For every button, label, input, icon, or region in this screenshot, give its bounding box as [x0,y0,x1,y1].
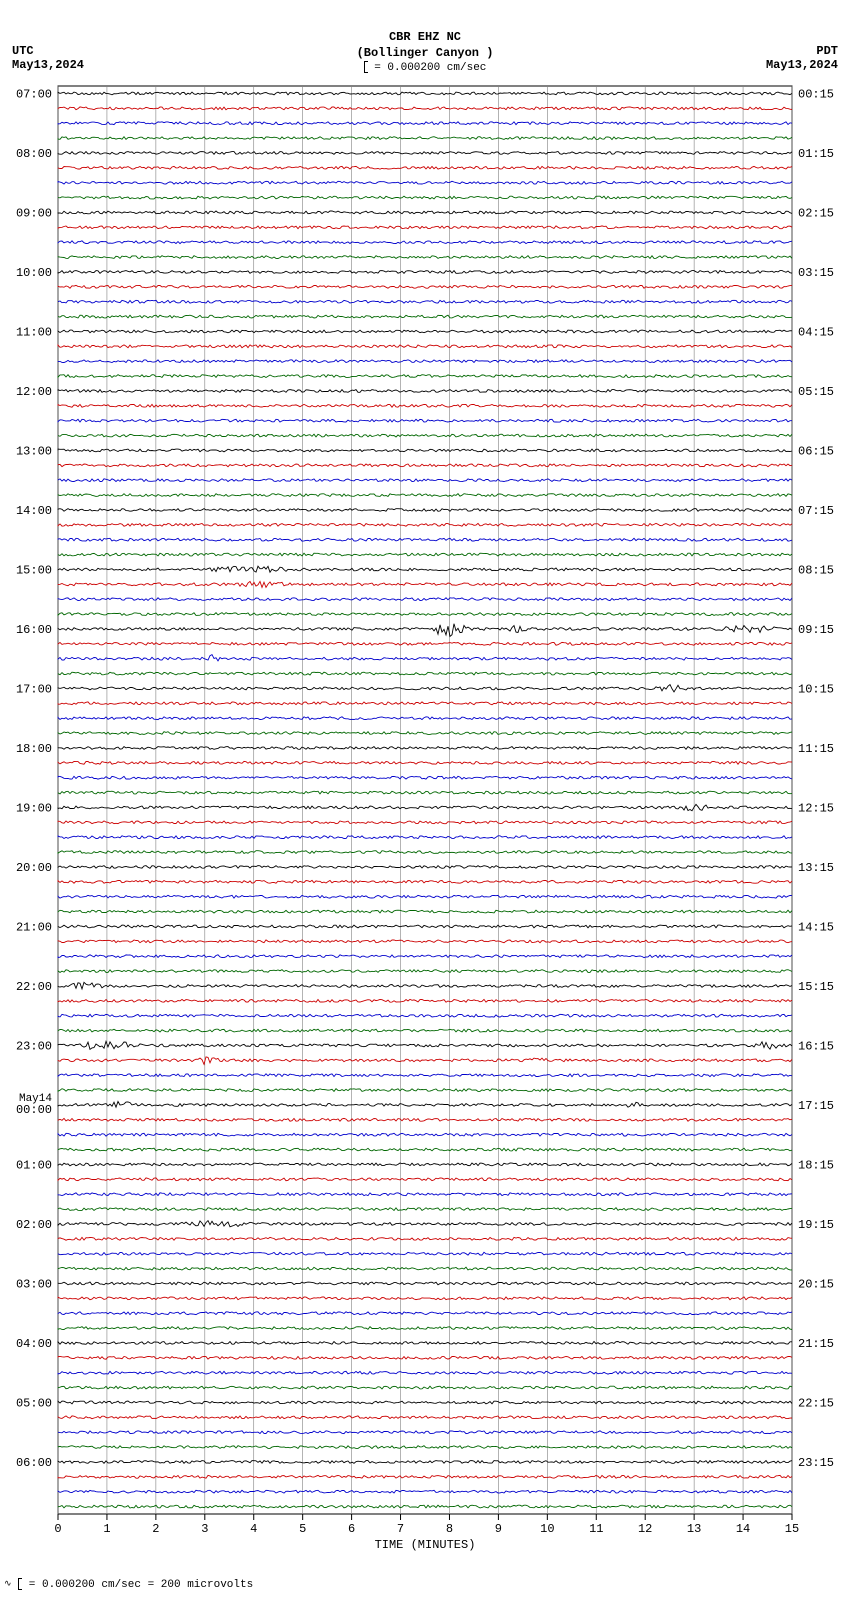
svg-text:2: 2 [152,1522,159,1536]
svg-text:5: 5 [299,1522,306,1536]
svg-text:04:15: 04:15 [798,325,834,339]
svg-text:03:15: 03:15 [798,266,834,280]
svg-text:14:00: 14:00 [16,504,52,518]
svg-text:21:15: 21:15 [798,1337,834,1351]
svg-text:11: 11 [589,1522,603,1536]
svg-text:21:00: 21:00 [16,920,52,934]
svg-text:01:00: 01:00 [16,1158,52,1172]
svg-text:07:15: 07:15 [798,504,834,518]
right-date-label: May13,2024 [766,58,838,72]
svg-text:18:00: 18:00 [16,742,52,756]
svg-text:20:00: 20:00 [16,861,52,875]
svg-text:9: 9 [495,1522,502,1536]
seismogram-plot: 0123456789101112131415TIME (MINUTES)07:0… [0,80,850,1560]
scale-text: = 0.000200 cm/sec [374,62,486,74]
station-code: CBR EHZ NC [0,30,850,46]
svg-text:13:00: 13:00 [16,444,52,458]
svg-text:23:15: 23:15 [798,1456,834,1470]
svg-text:19:15: 19:15 [798,1218,834,1232]
footer-scale-text: = 0.000200 cm/sec = 200 microvolts [29,1579,253,1591]
svg-text:6: 6 [348,1522,355,1536]
right-tz-label: PDT [766,44,838,58]
svg-text:12: 12 [638,1522,652,1536]
svg-text:09:00: 09:00 [16,206,52,220]
svg-text:00:15: 00:15 [798,87,834,101]
svg-text:7: 7 [397,1522,404,1536]
svg-text:23:00: 23:00 [16,1039,52,1053]
svg-text:00:00: 00:00 [16,1103,52,1117]
svg-text:1: 1 [103,1522,110,1536]
svg-text:15:00: 15:00 [16,563,52,577]
svg-text:07:00: 07:00 [16,87,52,101]
header: UTC May13,2024 CBR EHZ NC (Bollinger Can… [0,0,850,80]
svg-text:06:15: 06:15 [798,444,834,458]
svg-text:05:00: 05:00 [16,1396,52,1410]
svg-text:02:00: 02:00 [16,1218,52,1232]
svg-text:03:00: 03:00 [16,1277,52,1291]
svg-text:19:00: 19:00 [16,801,52,815]
seismogram-svg: 0123456789101112131415TIME (MINUTES)07:0… [0,80,850,1560]
svg-text:10:00: 10:00 [16,266,52,280]
svg-text:12:00: 12:00 [16,385,52,399]
footer: ∿ = 0.000200 cm/sec = 200 microvolts [0,1560,850,1591]
svg-text:10:15: 10:15 [798,682,834,696]
svg-text:8: 8 [446,1522,453,1536]
svg-text:15:15: 15:15 [798,980,834,994]
svg-text:17:00: 17:00 [16,682,52,696]
svg-text:15: 15 [785,1522,799,1536]
svg-text:01:15: 01:15 [798,147,834,161]
svg-text:TIME (MINUTES): TIME (MINUTES) [375,1538,476,1552]
svg-text:22:00: 22:00 [16,980,52,994]
svg-text:09:15: 09:15 [798,623,834,637]
svg-text:05:15: 05:15 [798,385,834,399]
svg-text:16:00: 16:00 [16,623,52,637]
svg-text:17:15: 17:15 [798,1099,834,1113]
svg-text:08:15: 08:15 [798,563,834,577]
svg-text:14: 14 [736,1522,750,1536]
svg-text:13: 13 [687,1522,701,1536]
svg-text:3: 3 [201,1522,208,1536]
svg-text:18:15: 18:15 [798,1158,834,1172]
svg-text:14:15: 14:15 [798,920,834,934]
svg-text:02:15: 02:15 [798,206,834,220]
svg-text:08:00: 08:00 [16,147,52,161]
svg-text:22:15: 22:15 [798,1396,834,1410]
svg-text:4: 4 [250,1522,257,1536]
station-name: (Bollinger Canyon ) [0,46,850,62]
svg-text:13:15: 13:15 [798,861,834,875]
header-right-tz-date: PDT May13,2024 [766,44,838,73]
svg-text:11:00: 11:00 [16,325,52,339]
svg-text:04:00: 04:00 [16,1337,52,1351]
svg-text:10: 10 [540,1522,554,1536]
svg-text:11:15: 11:15 [798,742,834,756]
svg-text:06:00: 06:00 [16,1456,52,1470]
svg-text:0: 0 [54,1522,61,1536]
header-center: CBR EHZ NC (Bollinger Canyon ) = 0.00020… [0,30,850,75]
svg-text:16:15: 16:15 [798,1039,834,1053]
svg-text:20:15: 20:15 [798,1277,834,1291]
svg-text:12:15: 12:15 [798,801,834,815]
scale-note: = 0.000200 cm/sec [0,61,850,75]
